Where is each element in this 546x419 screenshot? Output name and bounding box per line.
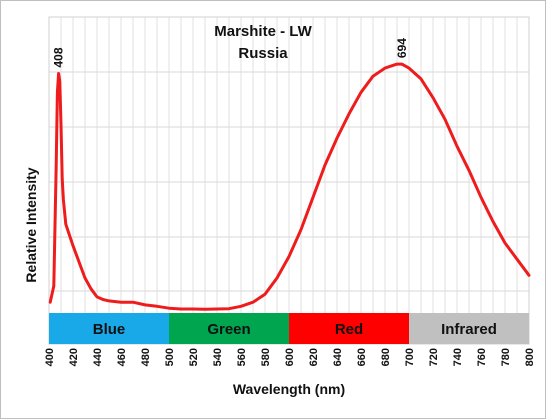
band-green (169, 313, 289, 344)
x-tick-label: 760 (476, 348, 488, 366)
x-tick-label: 720 (428, 348, 440, 366)
x-tick-label: 660 (356, 348, 368, 366)
series-layer (48, 62, 531, 311)
x-tick-label: 540 (212, 348, 224, 366)
band-label-red: Red (335, 321, 363, 338)
series-line-0 (48, 62, 531, 311)
x-tick-label: 640 (332, 348, 344, 366)
x-tick-label: 440 (92, 348, 104, 366)
x-tick-label: 800 (524, 348, 536, 366)
x-tick-label: 520 (188, 348, 200, 366)
y-axis-label: Relative Intensity (23, 167, 39, 282)
peak-labels: 408 694 (52, 38, 409, 68)
x-tick-label: 460 (116, 348, 128, 366)
band-red (289, 313, 409, 344)
band-label-blue: Blue (93, 321, 126, 338)
x-tick-label: 580 (260, 348, 272, 366)
band-label-infrared: Infrared (441, 321, 497, 338)
x-tick-label: 480 (140, 348, 152, 366)
band-label-green: Green (207, 321, 250, 338)
x-tick-label: 680 (380, 348, 392, 366)
x-tick-label: 420 (68, 348, 80, 366)
x-tick-labels: 400 420 440 460 480 500 520 540 560 580 600 620 640 6… (44, 348, 536, 366)
x-tick-label: 620 (308, 348, 320, 366)
band-infrared (409, 313, 529, 344)
peak-label-408: 408 (52, 47, 66, 67)
x-tick-label: 740 (452, 348, 464, 366)
peak-label-694: 694 (395, 38, 409, 58)
color-bands: Blue Green Red Infrared (49, 313, 529, 344)
x-tick-label: 600 (284, 348, 296, 366)
x-tick-label: 560 (236, 348, 248, 366)
chart-subtitle: Russia (238, 45, 288, 62)
chart-title: Marshite - LW (214, 23, 312, 40)
grid (49, 17, 529, 313)
x-tick-label: 780 (500, 348, 512, 366)
x-axis-label: Wavelength (nm) (233, 381, 345, 397)
x-tick-label: 700 (404, 348, 416, 366)
x-tick-label: 400 (44, 348, 56, 366)
x-tick-label: 500 (164, 348, 176, 366)
band-blue (49, 313, 169, 344)
